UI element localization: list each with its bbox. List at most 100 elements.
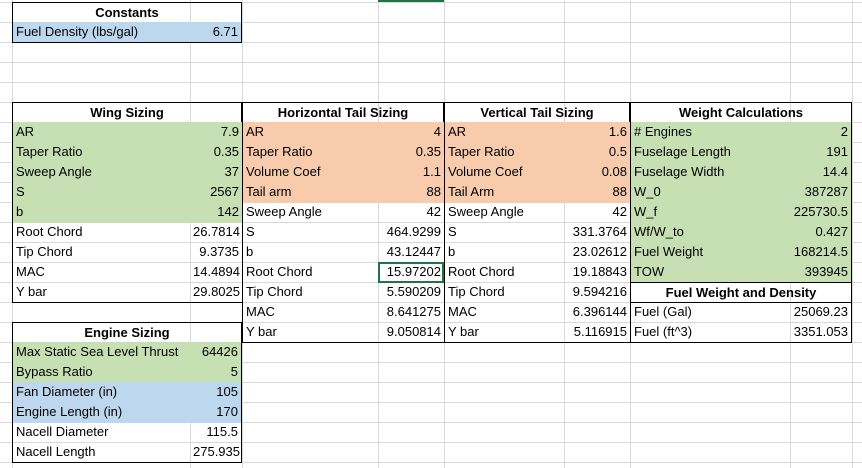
vtail-tip-chord-value[interactable]: 9.594216: [572, 284, 627, 299]
weight-wf-wto-label[interactable]: Wf/W_to: [630, 222, 790, 243]
vtail-tip-chord-label[interactable]: Tip Chord: [444, 282, 564, 303]
vtail-volcoef-label[interactable]: Volume Coef: [444, 162, 564, 183]
wing-ybar-value[interactable]: 29.8025: [190, 282, 242, 303]
vtail-volcoef-value[interactable]: 0.08: [564, 162, 630, 183]
vtail-mac-value[interactable]: 6.396144: [572, 304, 627, 319]
wing-s-label[interactable]: S: [12, 182, 190, 203]
weight-engines-value[interactable]: 2: [790, 122, 852, 143]
wing-taper-value[interactable]: 0.35: [190, 142, 242, 163]
htail-sizing-title[interactable]: Horizontal Tail Sizing: [242, 102, 444, 123]
htail-root-chord-value[interactable]: 15.97202: [378, 262, 444, 283]
vtail-b-label[interactable]: b: [444, 242, 564, 263]
weight-fuel-weight-label[interactable]: Fuel Weight: [630, 242, 790, 263]
engine-fan-diameter-label[interactable]: Fan Diameter (in): [12, 382, 190, 403]
engine-bypass-label[interactable]: Bypass Ratio: [12, 362, 190, 383]
htail-s-value[interactable]: 464.9299: [386, 224, 441, 239]
wing-ar-label[interactable]: AR: [12, 122, 190, 143]
wing-tip-chord-value[interactable]: 9.3735: [199, 244, 239, 259]
htail-root-chord-label[interactable]: Root Chord: [242, 262, 378, 283]
engine-sizing-title[interactable]: Engine Sizing: [12, 322, 242, 343]
engine-length-label[interactable]: Engine Length (in): [12, 402, 190, 423]
htail-s-label[interactable]: S: [242, 222, 378, 243]
weight-fus-length-label[interactable]: Fuselage Length: [630, 142, 790, 163]
vtail-mac-label[interactable]: MAC: [444, 302, 564, 323]
vtail-taper-value[interactable]: 0.5: [564, 142, 630, 163]
wing-mac-value[interactable]: 14.4894: [193, 264, 240, 279]
weight-fus-width-value[interactable]: 14.4: [790, 162, 852, 183]
htail-volcoef-label[interactable]: Volume Coef: [242, 162, 378, 183]
weight-fus-length-value[interactable]: 191: [790, 142, 852, 163]
vtail-sweep-value[interactable]: 42: [612, 204, 627, 219]
engine-nacell-length-value[interactable]: 275.935: [190, 442, 242, 463]
htail-ar-value[interactable]: 4: [378, 122, 444, 143]
weight-w0-label[interactable]: W_0: [630, 182, 790, 203]
engine-thrust-label[interactable]: Max Static Sea Level Thrust: [12, 342, 190, 363]
vtail-ybar-value[interactable]: 5.116915: [564, 322, 630, 343]
weight-wf-value[interactable]: 225730.5: [790, 202, 852, 223]
wing-sweep-value[interactable]: 37: [190, 162, 242, 183]
htail-tip-chord-label[interactable]: Tip Chord: [242, 282, 378, 303]
wing-sizing-title[interactable]: Wing Sizing: [12, 102, 242, 123]
fuel-density-label[interactable]: Fuel Density (lbs/gal): [12, 22, 190, 43]
weight-fuel-weight-value[interactable]: 168214.5: [790, 242, 852, 263]
htail-tip-chord-value[interactable]: 5.590209: [386, 284, 441, 299]
fuel-weight-density-title[interactable]: Fuel Weight and Density: [630, 282, 852, 303]
fuel-density-value[interactable]: 6.71: [190, 22, 242, 43]
wing-sweep-label[interactable]: Sweep Angle: [12, 162, 190, 183]
constants-title[interactable]: Constants: [12, 2, 242, 23]
htail-mac-value[interactable]: 8.641275: [386, 304, 441, 319]
vtail-root-chord-value[interactable]: 19.18843: [572, 264, 627, 279]
vtail-ar-value[interactable]: 1.6: [564, 122, 630, 143]
htail-b-label[interactable]: b: [242, 242, 378, 263]
vtail-b-value[interactable]: 23.02612: [572, 244, 627, 259]
engine-length-value[interactable]: 170: [190, 402, 242, 423]
vtail-sweep-label[interactable]: Sweep Angle: [444, 202, 564, 223]
engine-fan-diameter-value[interactable]: 105: [190, 382, 242, 403]
weight-tow-value[interactable]: 393945: [790, 262, 852, 283]
htail-arm-value[interactable]: 88: [378, 182, 444, 203]
wing-b-value[interactable]: 142: [190, 202, 242, 223]
htail-taper-label[interactable]: Taper Ratio: [242, 142, 378, 163]
fuel-ft3-value[interactable]: 3351.053: [790, 322, 852, 343]
htail-arm-label[interactable]: Tail arm: [242, 182, 378, 203]
wing-tip-chord-label[interactable]: Tip Chord: [12, 242, 190, 263]
engine-bypass-value[interactable]: 5: [190, 362, 242, 383]
wing-b-label[interactable]: b: [12, 202, 190, 223]
htail-taper-value[interactable]: 0.35: [378, 142, 444, 163]
weight-wf-label[interactable]: W_f: [630, 202, 790, 223]
fuel-gal-label[interactable]: Fuel (Gal): [630, 302, 790, 323]
engine-nacell-diameter-value[interactable]: 115.5: [190, 422, 242, 443]
wing-root-chord-label[interactable]: Root Chord: [12, 222, 190, 243]
weight-calc-title[interactable]: Weight Calculations: [630, 102, 852, 123]
engine-nacell-diameter-label[interactable]: Nacell Diameter: [12, 422, 190, 443]
engine-thrust-value[interactable]: 64426: [190, 342, 242, 363]
vtail-ar-label[interactable]: AR: [444, 122, 564, 143]
wing-taper-label[interactable]: Taper Ratio: [12, 142, 190, 163]
weight-w0-value[interactable]: 387287: [790, 182, 852, 203]
wing-root-chord-value[interactable]: 26.7814: [193, 224, 240, 239]
wing-ybar-label[interactable]: Y bar: [12, 282, 190, 303]
vtail-s-label[interactable]: S: [444, 222, 564, 243]
wing-mac-label[interactable]: MAC: [12, 262, 190, 283]
htail-b-value[interactable]: 43.12447: [386, 244, 441, 259]
vtail-root-chord-label[interactable]: Root Chord: [444, 262, 564, 283]
htail-sweep-value[interactable]: 42: [426, 204, 441, 219]
vtail-arm-label[interactable]: Tail Arm: [444, 182, 564, 203]
vtail-sizing-title[interactable]: Vertical Tail Sizing: [444, 102, 630, 123]
weight-tow-label[interactable]: TOW: [630, 262, 790, 283]
vtail-arm-value[interactable]: 88: [564, 182, 630, 203]
htail-mac-label[interactable]: MAC: [242, 302, 378, 323]
htail-ar-label[interactable]: AR: [242, 122, 378, 143]
htail-ybar-label[interactable]: Y bar: [242, 322, 378, 343]
vtail-taper-label[interactable]: Taper Ratio: [444, 142, 564, 163]
weight-wf-wto-value[interactable]: 0.427: [790, 222, 852, 243]
vtail-s-value[interactable]: 331.3764: [572, 224, 627, 239]
htail-ybar-value[interactable]: 9.050814: [378, 322, 444, 343]
wing-s-value[interactable]: 2567: [190, 182, 242, 203]
fuel-gal-value[interactable]: 25069.23: [790, 302, 852, 323]
htail-volcoef-value[interactable]: 1.1: [378, 162, 444, 183]
engine-nacell-length-label[interactable]: Nacell Length: [12, 442, 190, 463]
fuel-ft3-label[interactable]: Fuel (ft^3): [630, 322, 790, 343]
htail-sweep-label[interactable]: Sweep Angle: [242, 202, 378, 223]
